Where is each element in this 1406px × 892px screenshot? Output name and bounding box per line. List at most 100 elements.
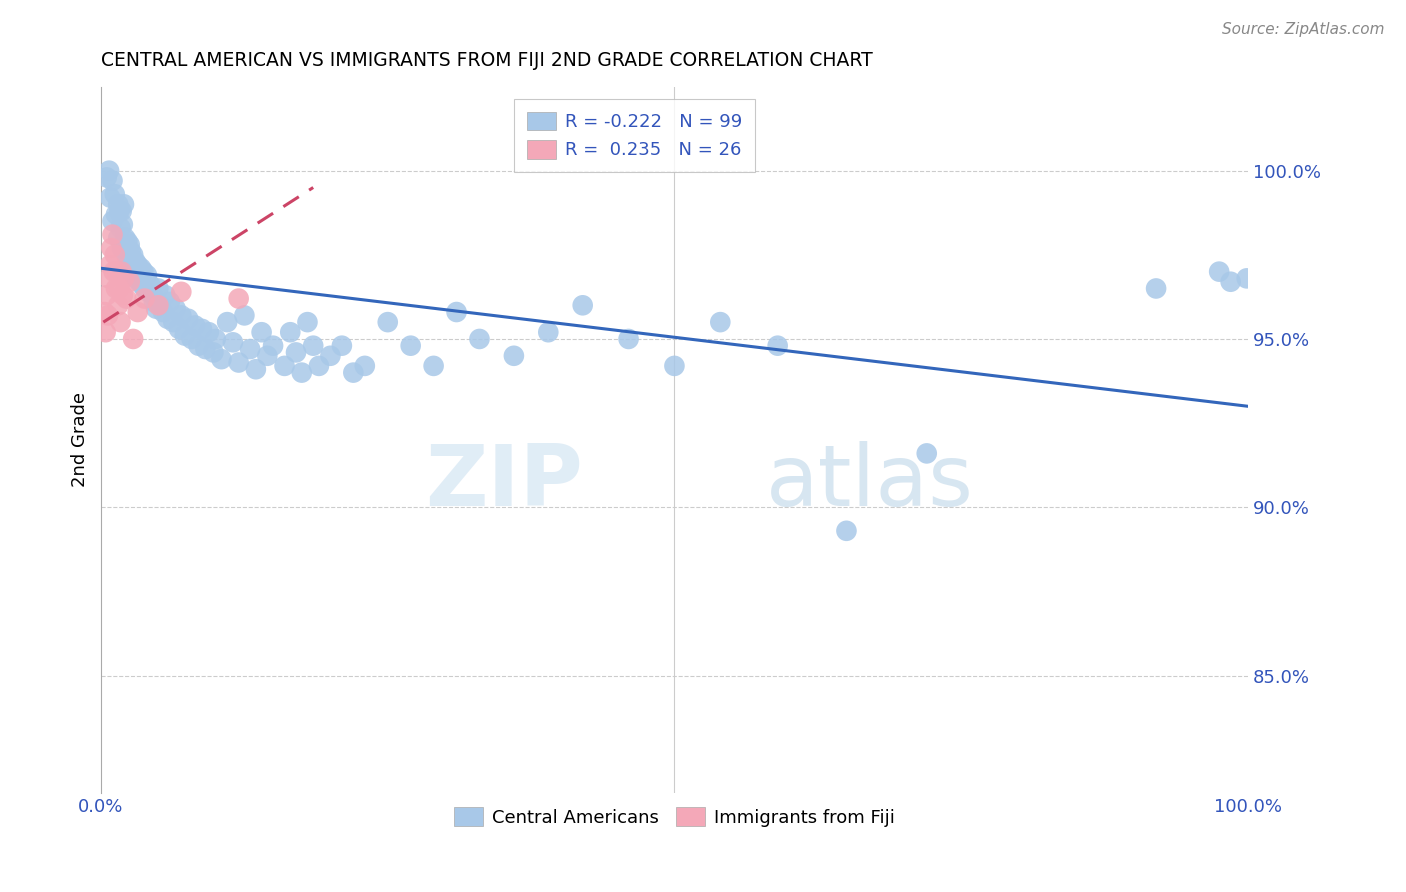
Point xyxy=(291,366,314,380)
Point xyxy=(110,220,132,235)
Point xyxy=(101,214,124,228)
Legend: Central Americans, Immigrants from Fiji: Central Americans, Immigrants from Fiji xyxy=(446,800,903,834)
Point xyxy=(502,349,524,363)
Text: CENTRAL AMERICAN VS IMMIGRANTS FROM FIJI 2ND GRADE CORRELATION CHART: CENTRAL AMERICAN VS IMMIGRANTS FROM FIJI… xyxy=(101,51,873,70)
Point xyxy=(187,339,209,353)
Point xyxy=(124,254,146,268)
Point xyxy=(159,294,181,309)
Point xyxy=(191,322,214,336)
Point xyxy=(1236,271,1258,285)
Text: Source: ZipAtlas.com: Source: ZipAtlas.com xyxy=(1222,22,1385,37)
Point xyxy=(170,309,193,323)
Point xyxy=(118,261,141,276)
Point xyxy=(111,218,134,232)
Point xyxy=(198,325,221,339)
Point xyxy=(129,261,152,276)
Point xyxy=(98,258,121,272)
Point xyxy=(108,281,131,295)
Point xyxy=(142,294,165,309)
Point xyxy=(111,204,134,219)
Point xyxy=(297,315,319,329)
Point xyxy=(111,241,134,255)
Point xyxy=(135,268,157,282)
Point xyxy=(308,359,330,373)
Point xyxy=(228,355,250,369)
Point xyxy=(93,305,115,319)
Point xyxy=(149,298,172,312)
Point xyxy=(162,315,184,329)
Point xyxy=(139,278,162,293)
Point xyxy=(120,244,142,259)
Point xyxy=(115,248,138,262)
Point xyxy=(180,332,202,346)
Point xyxy=(105,265,128,279)
Point xyxy=(117,251,139,265)
Point xyxy=(98,191,121,205)
Y-axis label: 2nd Grade: 2nd Grade xyxy=(72,392,89,487)
Point xyxy=(228,292,250,306)
Point xyxy=(330,339,353,353)
Point xyxy=(132,265,155,279)
Point xyxy=(97,309,120,323)
Point xyxy=(127,305,149,319)
Point xyxy=(285,345,308,359)
Point xyxy=(167,322,190,336)
Point xyxy=(142,288,165,302)
Point xyxy=(148,298,170,312)
Point xyxy=(170,285,193,299)
Point xyxy=(468,332,491,346)
Point xyxy=(98,271,121,285)
Point xyxy=(104,207,127,221)
Point xyxy=(108,204,131,219)
Point xyxy=(537,325,560,339)
Point xyxy=(101,174,124,188)
Point xyxy=(124,268,146,282)
Point xyxy=(122,248,145,262)
Point xyxy=(134,292,156,306)
Point xyxy=(204,332,226,346)
Point xyxy=(342,366,364,380)
Point xyxy=(112,237,135,252)
Point xyxy=(136,285,159,299)
Point xyxy=(915,446,938,460)
Point xyxy=(94,325,117,339)
Point xyxy=(202,345,225,359)
Point xyxy=(1144,281,1167,295)
Point xyxy=(184,318,207,333)
Point xyxy=(1219,275,1241,289)
Point xyxy=(262,339,284,353)
Point xyxy=(152,305,174,319)
Point xyxy=(177,311,200,326)
Point xyxy=(117,235,139,249)
Point xyxy=(250,325,273,339)
Point xyxy=(115,292,138,306)
Point xyxy=(766,339,789,353)
Point xyxy=(111,265,134,279)
Point xyxy=(128,275,150,289)
Point xyxy=(98,163,121,178)
Point xyxy=(222,335,245,350)
Point xyxy=(122,332,145,346)
Point xyxy=(571,298,593,312)
Point xyxy=(118,237,141,252)
Text: ZIP: ZIP xyxy=(425,441,582,524)
Point xyxy=(353,359,375,373)
Point xyxy=(165,301,187,316)
Point xyxy=(211,352,233,367)
Point xyxy=(104,187,127,202)
Point xyxy=(278,325,301,339)
Point xyxy=(155,288,177,302)
Point xyxy=(114,231,136,245)
Point xyxy=(399,339,422,353)
Point xyxy=(131,278,153,293)
Point xyxy=(233,309,256,323)
Point xyxy=(107,231,129,245)
Point xyxy=(145,301,167,316)
Point xyxy=(107,298,129,312)
Point xyxy=(110,315,132,329)
Point xyxy=(103,265,125,279)
Point xyxy=(111,288,134,302)
Point xyxy=(273,359,295,373)
Point xyxy=(107,197,129,211)
Point xyxy=(173,328,195,343)
